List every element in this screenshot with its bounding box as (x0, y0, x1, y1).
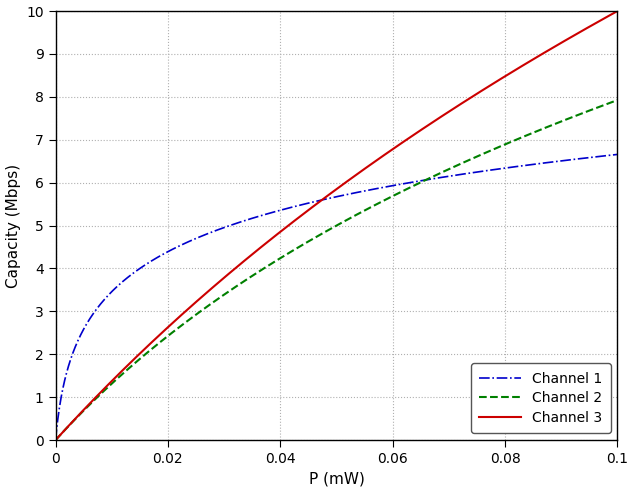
Line: Channel 2: Channel 2 (56, 100, 618, 440)
Channel 2 (614, 97, 621, 103)
Legend: Channel 1, Channel 2, Channel 3: Channel 1, Channel 2, Channel 3 (471, 364, 611, 433)
Channel 1 (279, 207, 287, 213)
Channel 2 (52, 437, 60, 443)
Channel 2 (500, 142, 508, 148)
Channel 3 (500, 74, 508, 80)
Channel 3 (614, 8, 621, 14)
Channel 2 (279, 254, 287, 260)
Channel 3 (279, 227, 287, 233)
Channel 2 (437, 170, 445, 176)
Line: Channel 3: Channel 3 (56, 11, 618, 440)
Channel 1 (52, 437, 60, 443)
Channel 1 (299, 201, 307, 207)
Channel 2 (109, 380, 117, 386)
Line: Channel 1: Channel 1 (56, 154, 618, 440)
Channel 3 (490, 80, 498, 86)
Channel 3 (109, 377, 117, 383)
Channel 2 (490, 146, 498, 152)
Channel 1 (614, 152, 621, 157)
Channel 1 (490, 167, 498, 173)
Channel 1 (109, 287, 117, 293)
Channel 3 (437, 114, 445, 120)
Channel 3 (52, 437, 60, 443)
Y-axis label: Capacity (Mbps): Capacity (Mbps) (6, 163, 20, 288)
Channel 3 (299, 211, 307, 217)
Channel 1 (500, 165, 508, 171)
X-axis label: P (mW): P (mW) (309, 471, 365, 487)
Channel 2 (299, 242, 307, 247)
Channel 1 (437, 175, 445, 181)
